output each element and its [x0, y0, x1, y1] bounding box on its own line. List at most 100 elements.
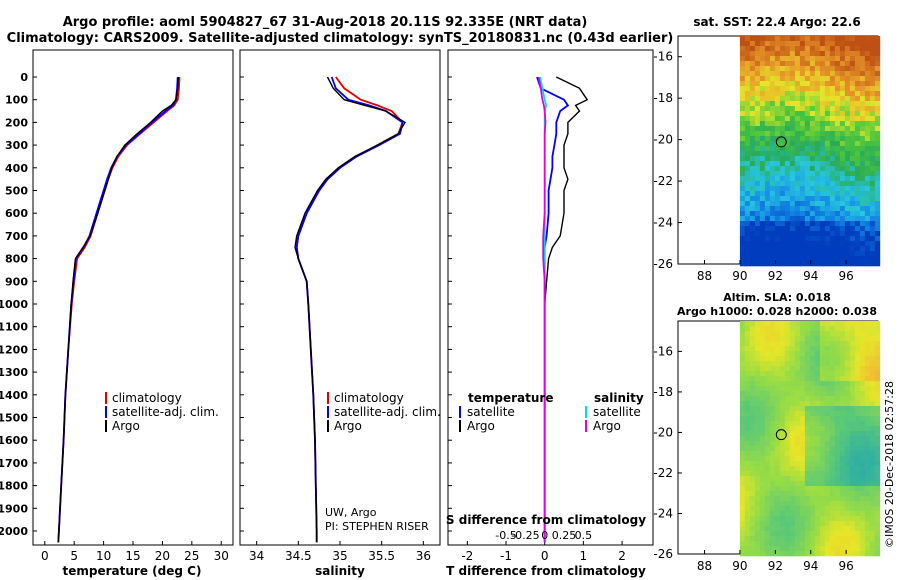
map-cell [774, 551, 781, 557]
map-cell [749, 106, 756, 112]
t-difference-axis-label: T difference from climatology [446, 564, 646, 578]
map-cell [794, 346, 801, 352]
map-cell [784, 151, 791, 157]
map-cell [774, 61, 781, 67]
map-cell [769, 131, 776, 137]
map-cell [864, 416, 871, 422]
map-cell [759, 531, 766, 537]
map-cell [799, 36, 806, 42]
map-cell [824, 436, 831, 442]
map-cell [829, 466, 836, 472]
map-cell [744, 546, 751, 552]
depth-tick-label: 1800 [0, 480, 28, 493]
map-cell [814, 61, 821, 67]
map-cell [859, 151, 866, 157]
map-cell [749, 71, 756, 77]
map-cell [774, 116, 781, 122]
map-cell [824, 551, 831, 557]
map-cell [779, 546, 786, 552]
map-cell [819, 221, 826, 227]
map-cell [799, 131, 806, 137]
map-cell [759, 241, 766, 247]
map-cell [859, 91, 866, 97]
map-cell [819, 261, 826, 267]
map-cell [749, 126, 756, 132]
map-cell [754, 351, 761, 357]
map-cell [784, 466, 791, 472]
map-cell [739, 526, 746, 532]
map-cell [834, 211, 841, 217]
map-cell [789, 386, 796, 392]
map-cell [819, 476, 826, 482]
map-cell [754, 221, 761, 227]
map-cell [739, 541, 746, 547]
map-cell [774, 111, 781, 117]
map-cell [774, 166, 781, 172]
map-cell [774, 261, 781, 267]
legend-sal-satellite-label: satellite [593, 405, 641, 419]
map-cell [754, 336, 761, 342]
map-cell [739, 506, 746, 512]
map-cell [819, 361, 826, 367]
map-cell [839, 541, 846, 547]
map-cell [794, 226, 801, 232]
map-cell [874, 261, 881, 267]
map-cell [784, 321, 791, 327]
map-cell [829, 131, 836, 137]
map-cell [849, 346, 856, 352]
map-cell [814, 326, 821, 332]
map-cell [829, 111, 836, 117]
map-cell [739, 431, 746, 437]
map-cell [799, 181, 806, 187]
map-cell [764, 111, 771, 117]
map-cell [864, 76, 871, 82]
map-cell [794, 461, 801, 467]
map-cell [774, 426, 781, 432]
map-cell [819, 256, 826, 262]
map-cell [799, 351, 806, 357]
map-cell [779, 441, 786, 447]
map-cell [789, 181, 796, 187]
map-cell [869, 141, 876, 147]
map-cell [779, 46, 786, 52]
map-cell [774, 401, 781, 407]
map-cell [814, 431, 821, 437]
map-cell [869, 166, 876, 172]
map-cell [809, 476, 816, 482]
map-cell [819, 146, 826, 152]
map-cell [789, 546, 796, 552]
map-cell [809, 546, 816, 552]
map-cell [819, 331, 826, 337]
map-cell [794, 76, 801, 82]
map-cell [774, 491, 781, 497]
map-cell [744, 156, 751, 162]
map-cell [799, 531, 806, 537]
map-cell [849, 41, 856, 47]
map-cell [824, 91, 831, 97]
map-cell [754, 501, 761, 507]
map-cell [844, 171, 851, 177]
map-cell [864, 331, 871, 337]
map-cell [869, 221, 876, 227]
map-cell [789, 186, 796, 192]
map-cell [854, 66, 861, 72]
map-cell [854, 81, 861, 87]
map-cell [794, 91, 801, 97]
map-cell [829, 376, 836, 382]
map-cell [854, 216, 861, 222]
map-cell [744, 376, 751, 382]
map-cell [794, 546, 801, 552]
map-cell [754, 161, 761, 167]
map-cell [864, 436, 871, 442]
map-cell [819, 196, 826, 202]
map-cell [754, 51, 761, 57]
map-cell [774, 366, 781, 372]
map-cell [779, 336, 786, 342]
map-cell [804, 131, 811, 137]
map-cell [794, 216, 801, 222]
map-cell [824, 421, 831, 427]
map-lat-label: -24 [653, 216, 673, 230]
map-cell [799, 546, 806, 552]
map-cell [824, 231, 831, 237]
